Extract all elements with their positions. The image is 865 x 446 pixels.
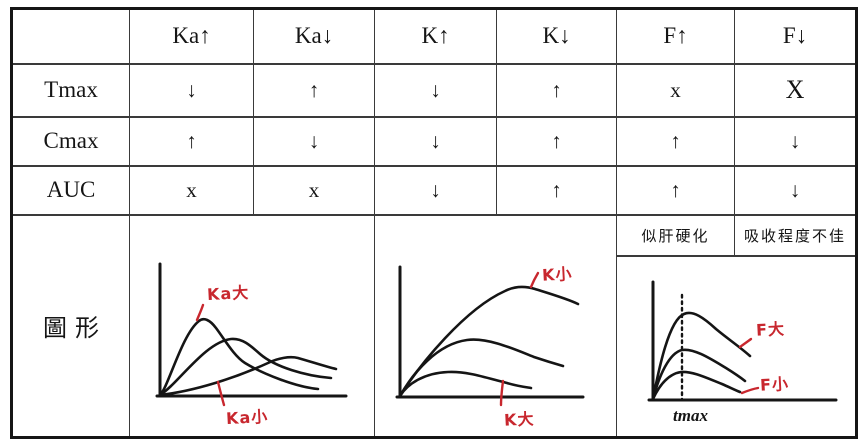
f-notes-subrow: 似肝硬化 吸收程度不佳 — [617, 216, 855, 257]
cell-tmax-k-down: ↑ — [496, 62, 617, 118]
curve-ka-large — [158, 317, 320, 396]
ka-large-pointer — [195, 303, 205, 321]
f-small-annotation: F小 — [759, 373, 790, 395]
cell-auc-ka-up: x — [129, 164, 254, 216]
cell-tmax-f-up: x — [616, 62, 735, 118]
graph-ka-cell: Ka大 Ka小 — [129, 213, 375, 439]
col-header-k-down: K↓ — [496, 7, 617, 65]
cell-tmax-ka-down: ↑ — [253, 62, 375, 118]
row-header-auc: AUC — [11, 164, 130, 216]
cell-auc-ka-down: x — [253, 164, 375, 216]
ka-curves-sketch — [155, 262, 348, 406]
cmax-row: Cmax ↑ ↓ ↓ ↑ ↑ ↓ — [11, 115, 857, 167]
curve-k-large — [398, 370, 533, 397]
cell-auc-k-up: ↓ — [374, 164, 497, 216]
f-down-note: 吸收程度不佳 — [734, 216, 855, 255]
ka-small-annotation: Ka小 — [225, 406, 269, 428]
pharmacokinetics-table: Ka↑ Ka↓ K↑ K↓ F↑ F↓ Tmax ↓ ↑ ↓ ↑ x X Cma… — [10, 7, 858, 439]
cell-cmax-k-up: ↓ — [374, 115, 497, 167]
f-small-pointer — [740, 386, 760, 394]
auc-row: AUC x x ↓ ↑ ↑ ↓ — [11, 164, 857, 216]
k-graph-axes — [395, 265, 585, 398]
k-large-pointer — [499, 379, 505, 406]
k-large-annotation: K大 — [503, 408, 535, 430]
cell-tmax-ka-up: ↓ — [129, 62, 254, 118]
ka-graph-axes — [155, 262, 348, 397]
ka-large-annotation: Ka大 — [206, 282, 250, 304]
col-header-k-up: K↑ — [374, 7, 497, 65]
curve-ka-medium — [158, 337, 333, 396]
corner-cell — [11, 7, 130, 65]
graph-k-cell: K小 K大 — [374, 213, 617, 439]
row-header-graph: 圖形 — [11, 213, 130, 439]
cell-cmax-f-up: ↑ — [616, 115, 735, 167]
cell-tmax-k-up: ↓ — [374, 62, 497, 118]
graph-row: 圖形 Ka大 Ka小 — [11, 213, 857, 439]
curve-f-medium — [651, 348, 747, 400]
k-curves-sketch — [395, 265, 585, 406]
cell-auc-f-up: ↑ — [616, 164, 735, 216]
cell-auc-f-down: ↓ — [734, 164, 857, 216]
curve-f-small — [651, 370, 742, 400]
cell-cmax-f-down: ↓ — [734, 115, 857, 167]
col-header-f-up: F↑ — [616, 7, 735, 65]
f-up-note: 似肝硬化 — [641, 228, 710, 245]
col-header-ka-down: Ka↓ — [253, 7, 375, 65]
cell-cmax-ka-down: ↓ — [253, 115, 375, 167]
cell-auc-k-down: ↑ — [496, 164, 617, 216]
k-small-pointer — [529, 271, 540, 288]
f-curves-sketch — [647, 280, 838, 401]
cell-cmax-ka-up: ↑ — [129, 115, 254, 167]
header-row: Ka↑ Ka↓ K↑ K↓ F↑ F↓ — [11, 7, 857, 65]
curve-f-large — [651, 311, 752, 400]
tmax-row: Tmax ↓ ↑ ↓ ↑ x X — [11, 62, 857, 118]
cell-cmax-k-down: ↑ — [496, 115, 617, 167]
curve-ka-small — [158, 355, 338, 396]
curve-k-small — [398, 285, 580, 397]
cell-tmax-f-down: X — [734, 62, 857, 118]
row-header-cmax: Cmax — [11, 115, 130, 167]
f-graph-axes — [647, 280, 838, 401]
tmax-axis-marker: tmax — [673, 405, 708, 425]
f-large-pointer — [738, 337, 753, 348]
f-large-annotation: F大 — [755, 318, 786, 340]
row-header-tmax: Tmax — [11, 62, 130, 118]
col-header-f-down: F↓ — [734, 7, 857, 65]
graph-f-cell: 似肝硬化 吸收程度不佳 F大 F小 tmax — [616, 213, 857, 439]
ka-small-pointer — [216, 380, 226, 406]
col-header-ka-up: Ka↑ — [129, 7, 254, 65]
k-small-annotation: K小 — [541, 263, 573, 285]
curve-k-medium — [398, 337, 565, 397]
